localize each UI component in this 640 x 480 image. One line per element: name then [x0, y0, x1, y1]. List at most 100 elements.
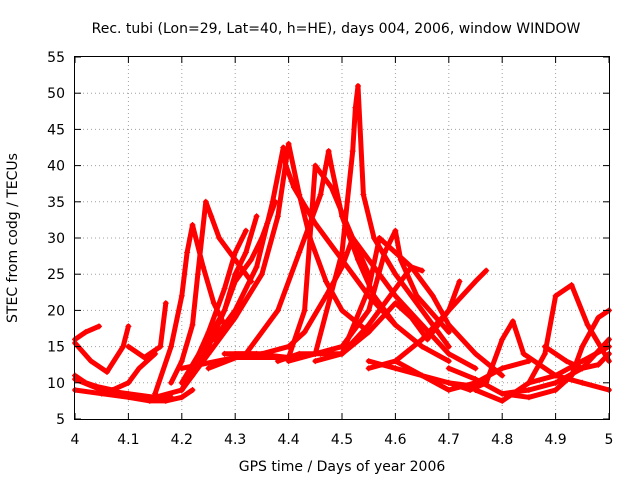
data-point	[579, 379, 586, 386]
data-point	[208, 213, 215, 220]
data-point	[205, 343, 212, 350]
data-point	[125, 379, 132, 386]
data-series	[541, 343, 612, 372]
data-point	[269, 198, 276, 205]
data-point	[419, 372, 426, 379]
data-point	[349, 235, 356, 241]
data-point	[595, 361, 602, 368]
data-point	[365, 329, 372, 336]
series-track	[211, 145, 452, 364]
data-point	[419, 343, 426, 350]
y-tick-label: 15	[47, 340, 65, 356]
data-point	[96, 323, 103, 330]
data-point	[365, 307, 372, 314]
series-track	[312, 264, 425, 364]
x-tick-label: 4	[71, 432, 80, 448]
y-tick-label: 30	[47, 231, 65, 247]
data-point	[253, 263, 260, 270]
data-point	[392, 358, 399, 365]
data-series	[472, 282, 612, 404]
series-track	[152, 222, 227, 397]
data-point	[408, 263, 415, 270]
data-point	[419, 267, 426, 274]
data-point	[445, 365, 452, 372]
data-point	[301, 307, 308, 314]
data-point	[579, 365, 586, 372]
data-point	[162, 300, 169, 307]
data-point	[472, 350, 479, 357]
data-point	[189, 387, 196, 394]
data-point	[392, 285, 399, 292]
data-point	[258, 271, 265, 278]
x-tick-label: 4.7	[438, 432, 460, 448]
data-point	[98, 390, 105, 397]
data-point	[194, 271, 201, 278]
data-point	[568, 372, 575, 379]
data-point	[200, 263, 207, 270]
data-point	[339, 249, 345, 256]
data-point	[509, 318, 516, 325]
x-tick-label: 5	[605, 432, 614, 448]
data-point	[136, 365, 143, 372]
data-point	[168, 379, 175, 386]
series-track	[232, 235, 478, 371]
data-point	[552, 292, 559, 299]
data-point	[168, 343, 175, 350]
data-point	[221, 307, 228, 314]
data-point	[355, 82, 362, 89]
x-axis: 4 4.1 4.2 4.3 4.4 4.5 4.6 4.7 4.8 4.9 5	[71, 57, 614, 448]
data-point	[317, 191, 324, 198]
data-point	[152, 394, 159, 401]
data-point	[221, 285, 228, 292]
data-point	[296, 249, 303, 256]
data-point	[579, 358, 586, 365]
data-point	[312, 358, 319, 365]
x-tick-label: 4.2	[171, 432, 193, 448]
data-point	[371, 235, 378, 241]
data-point	[232, 278, 239, 285]
data-point	[274, 213, 281, 220]
data-point	[296, 191, 303, 198]
data-point	[365, 321, 372, 328]
data-point	[419, 307, 426, 314]
data-point	[525, 379, 532, 386]
data-point	[392, 271, 399, 278]
data-point	[499, 336, 506, 343]
data-point	[205, 365, 212, 372]
series-track	[366, 268, 489, 371]
x-tick-label: 4.5	[331, 432, 353, 448]
data-point	[325, 148, 332, 155]
data-point	[232, 271, 239, 278]
data-point	[381, 249, 388, 256]
data-point	[141, 354, 148, 361]
x-tick-label: 4.3	[224, 432, 246, 448]
data-point	[355, 256, 362, 263]
plot-area	[72, 82, 612, 404]
y-axis-label: STEC from codg / TECUs	[5, 153, 21, 323]
y-tick-label: 5	[56, 412, 65, 428]
data-point	[178, 358, 185, 365]
data-point	[365, 285, 372, 292]
data-point	[392, 227, 399, 234]
data-point	[248, 256, 255, 263]
y-tick-label: 45	[47, 122, 65, 138]
data-point	[210, 336, 217, 343]
data-point	[408, 314, 415, 321]
x-axis-label: GPS time / Days of year 2006	[239, 459, 446, 475]
y-tick-label: 20	[47, 303, 65, 319]
data-point	[352, 104, 359, 111]
data-point	[499, 390, 506, 397]
data-point	[184, 249, 191, 256]
data-point	[499, 365, 506, 372]
data-point	[483, 267, 490, 274]
data-point	[419, 336, 426, 343]
data-point	[125, 323, 132, 330]
data-point	[429, 292, 436, 299]
data-point	[285, 140, 292, 147]
data-series	[125, 300, 169, 361]
data-point	[525, 387, 532, 394]
data-point	[274, 358, 281, 365]
data-point	[189, 221, 196, 228]
data-point	[467, 387, 474, 394]
